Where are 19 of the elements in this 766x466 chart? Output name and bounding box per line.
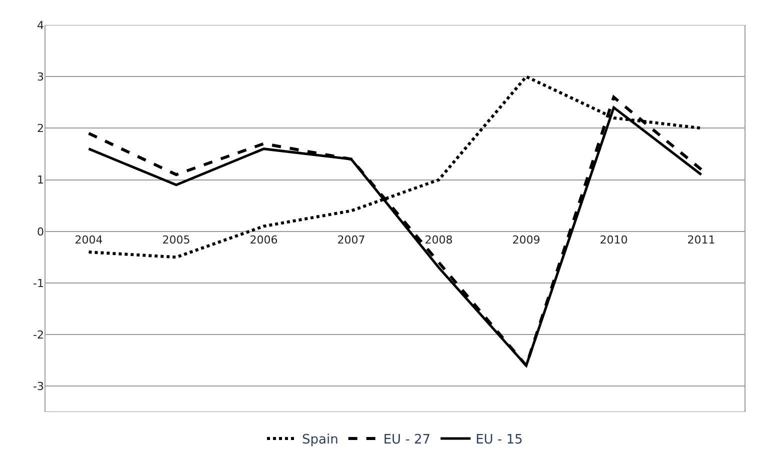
- y-tick-label: 4: [37, 18, 44, 32]
- x-tick-label: 2004: [74, 233, 103, 246]
- x-tick-label: 2008: [424, 233, 453, 246]
- y-tick-label: 2: [37, 122, 44, 136]
- y-tick-label: 1: [37, 174, 44, 187]
- y-tick-label: -2: [33, 328, 44, 342]
- x-tick-label: 2006: [250, 233, 278, 246]
- x-tick-label: 2011: [687, 233, 716, 246]
- legend-label: EU - 15: [476, 432, 523, 448]
- x-tick-label: 2009: [512, 233, 540, 246]
- legend-label: EU - 27: [383, 432, 431, 448]
- y-tick-label: -3: [33, 380, 44, 394]
- x-tick-label: 2005: [162, 233, 190, 246]
- x-tick-label: 2007: [337, 233, 366, 246]
- y-tick-label: 0: [37, 225, 44, 238]
- y-tick-label: -1: [33, 276, 44, 290]
- x-tick-label: 2010: [600, 233, 628, 246]
- y-tick-label: 3: [37, 70, 44, 84]
- legend-label: Spain: [302, 432, 338, 448]
